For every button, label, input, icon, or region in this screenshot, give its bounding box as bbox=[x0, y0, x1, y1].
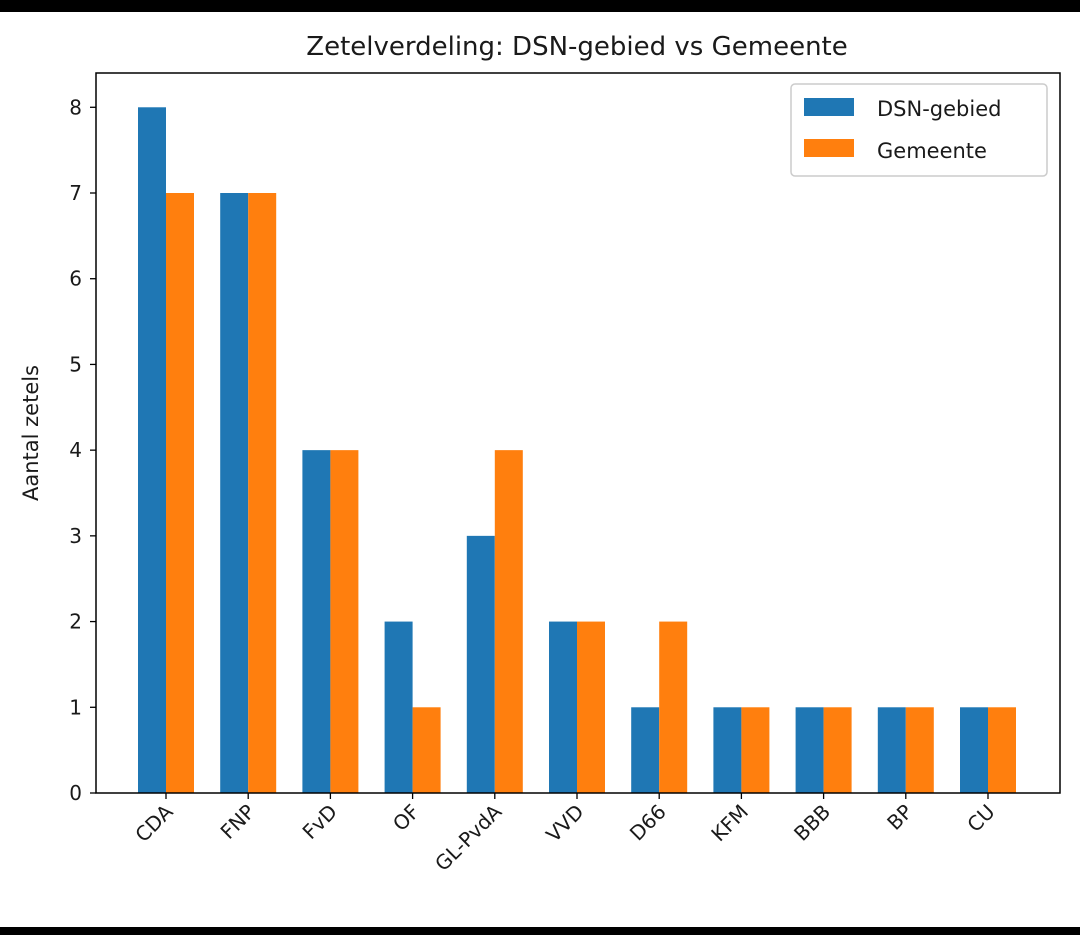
bar-dsn-gl-pvda bbox=[466, 535, 495, 793]
bar-dsn-fnp bbox=[220, 193, 249, 793]
x-tick-label: D66 bbox=[625, 800, 671, 846]
bar-gemeente-fnp bbox=[248, 193, 277, 793]
bar-gemeente-fvd bbox=[330, 450, 359, 793]
x-tick-label: KFM bbox=[706, 800, 753, 847]
x-tick-label: BP bbox=[882, 800, 917, 835]
legend: DSN-gebied Gemeente bbox=[790, 83, 1048, 177]
bar-gemeente-kfm bbox=[741, 707, 770, 793]
x-tick-label: FNP bbox=[216, 800, 260, 844]
bar-gemeente-cu bbox=[988, 707, 1016, 793]
y-tick-label: 3 bbox=[69, 524, 82, 548]
bar-dsn-vvd bbox=[549, 621, 577, 793]
bar-gemeente-d66 bbox=[659, 621, 688, 793]
chart-title: Zetelverdeling: DSN-gebied vs Gemeente bbox=[306, 32, 847, 62]
legend-swatch-gemeente bbox=[804, 139, 854, 157]
y-tick-label: 0 bbox=[69, 781, 82, 805]
x-tick-label: CU bbox=[962, 800, 999, 837]
bar-gemeente-gl-pvda bbox=[494, 450, 523, 793]
bar-dsn-d66 bbox=[631, 707, 660, 793]
bar-dsn-cu bbox=[960, 707, 988, 793]
y-tick-label: 6 bbox=[69, 267, 82, 291]
legend-label-dsn: DSN-gebied bbox=[877, 97, 1001, 121]
bar-gemeente-vvd bbox=[577, 621, 605, 793]
x-tick-label: OF bbox=[388, 800, 424, 836]
bar-gemeente-bp bbox=[905, 707, 934, 793]
bar-gemeente-cda bbox=[166, 193, 194, 793]
legend-swatch-dsn bbox=[804, 98, 854, 116]
legend-box bbox=[790, 83, 1048, 177]
x-tick-label: VVD bbox=[541, 800, 588, 847]
y-tick-label: 7 bbox=[69, 181, 82, 205]
y-tick-label: 2 bbox=[69, 610, 82, 634]
legend-label-gemeente: Gemeente bbox=[877, 139, 987, 163]
y-axis-ticks: 0 1 2 3 4 5 6 7 8 bbox=[69, 95, 96, 805]
y-tick-label: 8 bbox=[69, 95, 82, 119]
bar-dsn-bbb bbox=[795, 707, 824, 793]
y-axis-label: Aantal zetels bbox=[19, 365, 43, 501]
bar-gemeente-bbb bbox=[823, 707, 852, 793]
y-tick-label: 1 bbox=[69, 695, 82, 719]
bar-dsn-kfm bbox=[713, 707, 742, 793]
bars-group bbox=[138, 107, 1016, 794]
x-axis-ticks: CDA FNP FvD OF GL-PvdA VVD D66 KFM BBB BP CU bbox=[130, 793, 1000, 876]
y-tick-label: 5 bbox=[69, 352, 82, 376]
x-tick-label: GL-PvdA bbox=[430, 799, 506, 875]
y-tick-label: 4 bbox=[69, 438, 82, 462]
bar-dsn-of bbox=[384, 621, 413, 793]
bar-dsn-bp bbox=[877, 707, 906, 793]
x-tick-label: BBB bbox=[789, 800, 835, 846]
x-tick-label: FvD bbox=[298, 800, 342, 844]
bar-gemeente-of bbox=[412, 707, 441, 793]
x-tick-label: CDA bbox=[130, 799, 177, 846]
bar-dsn-cda bbox=[138, 107, 166, 794]
plot-frame bbox=[95, 72, 1061, 794]
bar-dsn-fvd bbox=[302, 450, 331, 793]
